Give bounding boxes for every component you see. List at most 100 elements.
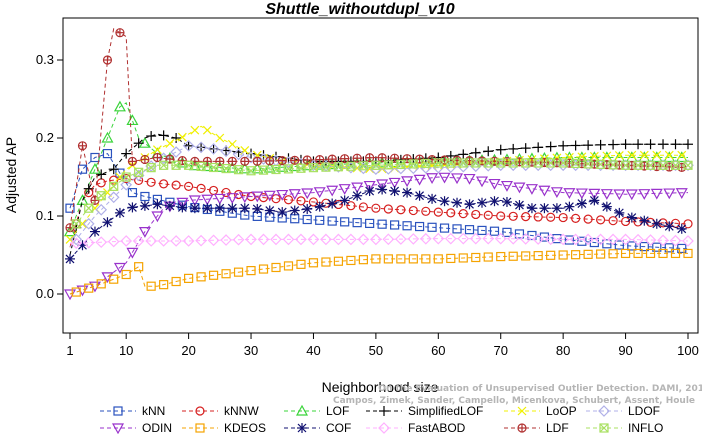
data-point-kdeos	[433, 254, 443, 264]
data-point-ldof	[95, 203, 108, 216]
data-point-lof	[113, 100, 126, 112]
data-point-simplifiedlof	[96, 169, 107, 180]
data-point-kdeos	[84, 283, 94, 293]
data-point-ldof	[357, 162, 370, 175]
data-point-knnw	[221, 187, 231, 198]
series-line-kdeos	[69, 252, 688, 295]
y-tick-label: 0.3	[36, 52, 54, 67]
data-point-ldf	[165, 154, 175, 164]
legend-marker-kdeos	[195, 423, 205, 433]
data-point-kdeos	[134, 262, 144, 272]
data-point-knnw	[233, 189, 244, 200]
legend-item-lof: LOF	[284, 404, 349, 418]
data-point-ldf	[215, 156, 225, 166]
legend-item-knnw: kNNW	[182, 404, 259, 418]
data-point-simplifiedlof	[495, 144, 506, 155]
data-point-knn	[90, 152, 100, 163]
data-point-inflo	[496, 158, 506, 168]
data-point-cof	[177, 202, 188, 213]
data-point-odin	[563, 188, 576, 199]
data-point-knnw	[184, 181, 194, 191]
data-point-ldf	[390, 153, 400, 163]
chart-title: Shuttle_withoutdupl_v10	[265, 1, 454, 18]
data-point-fastabod	[619, 233, 632, 246]
data-point-odin	[550, 187, 563, 199]
data-point-fastabod	[70, 237, 83, 249]
data-point-inflo	[483, 158, 493, 168]
data-point-loop	[589, 151, 599, 161]
data-point-odin	[351, 182, 364, 194]
data-point-cof	[614, 207, 625, 218]
series-line-knnw	[69, 178, 689, 248]
legend-label-ldof: LDOF	[628, 404, 660, 418]
data-point-knn	[352, 218, 362, 228]
data-point-knnw	[483, 210, 493, 220]
data-point-cof	[551, 203, 562, 214]
data-point-kdeos	[458, 253, 468, 263]
data-point-fastabod	[332, 233, 345, 246]
data-point-ldof	[607, 159, 619, 172]
data-point-odin	[463, 173, 476, 185]
y-axis: 0.0 0.1 0.2 0.3	[36, 52, 63, 301]
data-point-inflo	[134, 167, 144, 177]
data-point-knnw	[433, 207, 443, 217]
data-point-cof	[314, 201, 325, 212]
legend-marker-knnw	[195, 406, 205, 416]
data-point-simplifiedlof	[633, 139, 644, 150]
data-point-knn	[602, 239, 612, 249]
data-point-cof	[89, 226, 100, 237]
data-point-fastabod	[394, 233, 407, 245]
legend-label-lof: LOF	[326, 404, 349, 418]
data-point-knn	[302, 214, 312, 225]
data-point-loop	[177, 132, 187, 142]
data-point-odin	[588, 188, 601, 200]
legend-label-loop: LoOP	[546, 404, 577, 418]
data-point-loop	[215, 133, 225, 143]
data-point-odin	[113, 262, 126, 274]
data-point-fastabod	[657, 234, 669, 247]
data-point-simplifiedlof	[420, 153, 431, 164]
data-point-cof	[452, 197, 463, 208]
data-point-inflo	[121, 172, 131, 182]
data-point-ldf	[240, 156, 250, 166]
data-point-ldof	[619, 159, 632, 172]
data-point-odin	[525, 184, 538, 195]
data-point-odin	[201, 194, 214, 206]
data-point-odin	[575, 188, 588, 200]
data-point-cof	[227, 203, 238, 214]
data-point-ldf	[177, 156, 187, 166]
data-point-kdeos	[258, 264, 269, 274]
data-point-odin	[500, 180, 513, 192]
data-point-fastabod	[107, 235, 120, 248]
data-point-kdeos	[396, 254, 406, 264]
legend-label-ldf: LDF	[546, 421, 569, 434]
data-point-fastabod	[469, 232, 482, 245]
data-point-fastabod	[432, 232, 445, 245]
series-line-fastabod	[69, 238, 689, 244]
data-point-cof	[289, 205, 300, 216]
data-point-knnw	[296, 196, 306, 206]
data-point-cof	[439, 196, 450, 207]
data-point-inflo	[396, 159, 406, 169]
data-point-loop	[639, 150, 649, 160]
data-point-fastabod	[207, 234, 220, 247]
legend-marker-fastabod	[378, 422, 390, 434]
data-point-cof	[539, 203, 550, 214]
data-point-cof	[114, 207, 125, 218]
data-point-ldof	[170, 146, 182, 158]
data-point-knnw	[146, 177, 156, 187]
data-point-odin	[613, 189, 626, 201]
data-point-fastabod	[682, 235, 694, 247]
data-point-inflo	[458, 158, 468, 168]
data-point-ldof	[382, 163, 395, 175]
x-tick-label: 10	[119, 343, 133, 358]
data-point-odin	[251, 191, 264, 203]
data-point-simplifiedlof	[146, 131, 157, 142]
data-point-fastabod	[195, 234, 207, 247]
data-point-odin	[513, 182, 526, 194]
data-point-inflo	[271, 164, 281, 175]
data-point-knnw	[620, 216, 631, 227]
data-point-inflo	[620, 160, 631, 170]
data-point-cof	[339, 195, 350, 206]
data-point-knn	[677, 243, 687, 254]
